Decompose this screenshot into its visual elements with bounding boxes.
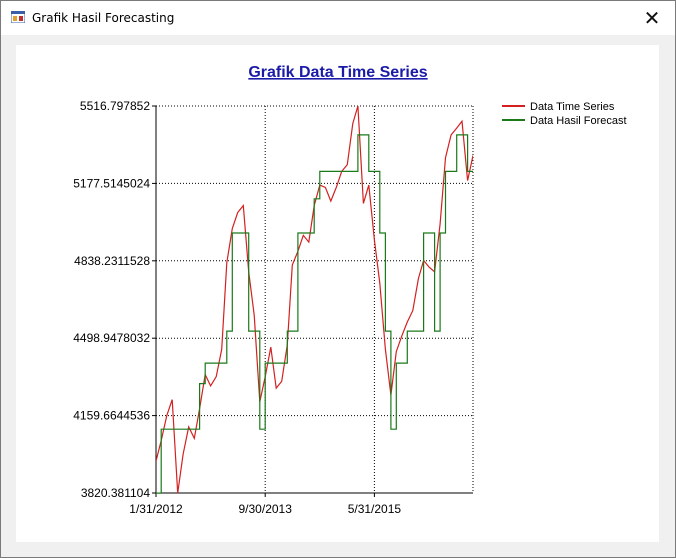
x-tick-label: 5/31/2015 xyxy=(348,502,402,516)
close-icon: ✕ xyxy=(643,6,661,30)
title-bar[interactable]: Grafik Hasil Forecasting ✕ xyxy=(1,1,675,35)
x-tick-label: 9/30/2013 xyxy=(239,502,293,516)
y-tick-label: 4498.9478032 xyxy=(73,331,150,345)
legend-label: Data Time Series xyxy=(530,101,615,113)
time-series-chart: Grafik Data Time Series 5516.797852 5177.… xyxy=(73,64,627,516)
y-tick-label: 4159.6644536 xyxy=(73,409,150,423)
series-line-actual xyxy=(156,105,473,494)
legend-label: Data Hasil Forecast xyxy=(530,115,627,127)
close-button[interactable]: ✕ xyxy=(629,1,675,35)
chart-title: Grafik Data Time Series xyxy=(248,64,427,81)
x-tick-label: 1/31/2012 xyxy=(129,502,183,516)
chart-legend: Data Time Series Data Hasil Forecast xyxy=(502,101,627,127)
y-tick-label: 5177.5145024 xyxy=(73,176,150,190)
series-line-forecast xyxy=(156,134,473,494)
y-tick-label: 3820.381104 xyxy=(81,486,151,500)
series-layer xyxy=(156,105,473,494)
y-tick-label: 4838.2311528 xyxy=(74,254,150,268)
chart-panel: Grafik Data Time Series 5516.797852 5177.… xyxy=(16,45,659,542)
app-icon xyxy=(11,11,25,23)
y-tick-label: 5516.797852 xyxy=(80,99,150,113)
grid-layer xyxy=(156,105,474,493)
window-title: Grafik Hasil Forecasting xyxy=(32,11,175,25)
axis-layer: 5516.797852 5177.5145024 4838.2311528 4498.… xyxy=(73,99,473,516)
